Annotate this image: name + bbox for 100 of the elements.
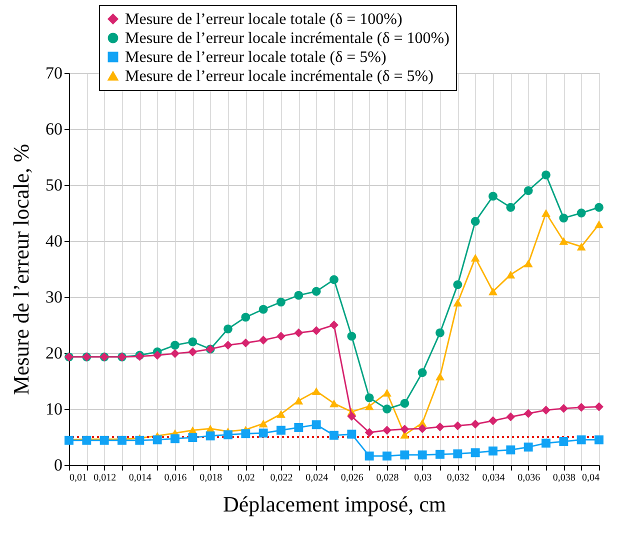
y-tick-label: 10: [46, 400, 62, 418]
point: [453, 421, 462, 430]
point: [488, 192, 498, 201]
point: [576, 208, 586, 218]
point: [188, 337, 198, 346]
x-tick-label: 0,02: [237, 472, 255, 484]
point: [470, 448, 480, 458]
point: [294, 423, 304, 432]
point: [364, 393, 374, 402]
point: [418, 368, 427, 378]
point: [224, 340, 232, 350]
point: [276, 426, 286, 435]
point: [347, 412, 356, 421]
y-tick-label: 50: [46, 176, 62, 194]
point: [524, 186, 533, 196]
x-tick-label: 0,012: [94, 472, 116, 484]
point: [400, 424, 410, 434]
point: [470, 254, 480, 262]
point: [188, 433, 198, 442]
point: [594, 402, 604, 412]
y-tick-label: 30: [46, 288, 62, 306]
point: [542, 406, 550, 415]
y-axis-title: Mesure de l’erreur locale, %: [8, 144, 34, 396]
point: [135, 436, 144, 445]
x-tick-label: 0,026: [340, 472, 364, 484]
point: [312, 387, 321, 395]
point: [559, 404, 568, 413]
legend-label: Mesure de l’erreur locale incrémentale (δ = 5%): [125, 68, 434, 85]
x-tick-label: 0,014: [128, 472, 152, 484]
point: [488, 416, 498, 426]
point: [436, 372, 444, 380]
point: [312, 326, 321, 336]
point: [241, 312, 250, 322]
point: [594, 220, 604, 228]
point: [312, 420, 321, 430]
point: [170, 349, 180, 358]
point: [488, 288, 498, 296]
point: [506, 445, 516, 454]
point: [258, 336, 268, 345]
x-tick-label: 0,022: [270, 472, 293, 484]
point: [224, 324, 232, 334]
point: [400, 398, 410, 408]
point: [488, 446, 498, 456]
point: [506, 412, 516, 422]
point: [241, 429, 250, 438]
point: [453, 449, 462, 458]
point: [347, 332, 356, 341]
point: [258, 428, 268, 438]
point: [241, 338, 250, 348]
x-tick-label: 0,01: [70, 472, 87, 484]
x-axis-title: Déplacement imposé, cm: [223, 492, 446, 516]
legend-label: Mesure de l’erreur locale totale (δ = 5%): [125, 49, 386, 66]
point: [594, 202, 604, 212]
point: [276, 332, 286, 341]
point: [152, 435, 162, 444]
point: [382, 404, 392, 414]
point: [470, 420, 480, 429]
y-tick-label: 70: [46, 64, 62, 82]
point: [576, 242, 586, 250]
point: [170, 434, 180, 444]
x-tick-label: 0,038: [552, 472, 576, 484]
x-tick-label: 0,034: [482, 472, 505, 484]
point: [524, 409, 533, 418]
point: [453, 298, 462, 306]
point: [206, 431, 215, 440]
point: [594, 435, 604, 444]
legend-label: Mesure de l’erreur locale totale (δ = 100%): [125, 11, 402, 28]
y-tick-label: 40: [46, 232, 62, 250]
y-tick-label: 0: [54, 456, 62, 474]
point: [418, 424, 427, 434]
point: [436, 328, 444, 338]
point: [506, 202, 516, 212]
point: [364, 428, 374, 437]
point: [559, 237, 568, 245]
point: [330, 320, 338, 330]
point: [347, 430, 356, 439]
x-tick-label: 0,028: [376, 472, 399, 484]
point: [312, 286, 321, 296]
point: [559, 214, 568, 223]
point: [224, 430, 232, 440]
point: [294, 396, 304, 404]
x-tick-label: 0,036: [518, 472, 540, 484]
point: [364, 402, 374, 410]
point: [382, 452, 392, 461]
point: [382, 426, 392, 435]
x-tick-label: 0,03: [414, 472, 432, 484]
point: [576, 435, 586, 444]
x-tick-label: 0,032: [446, 472, 470, 484]
point: [453, 280, 462, 290]
point: [418, 450, 427, 460]
point: [152, 350, 162, 360]
x-tick-label: 0,016: [164, 472, 187, 484]
point: [276, 298, 286, 307]
point: [188, 347, 198, 356]
point: [576, 402, 586, 412]
point: [542, 438, 550, 448]
point: [170, 340, 180, 350]
point: [276, 410, 286, 418]
legend-label: Mesure de l’erreur locale incrémentale (δ = 100%): [125, 30, 450, 47]
point: [330, 275, 338, 284]
